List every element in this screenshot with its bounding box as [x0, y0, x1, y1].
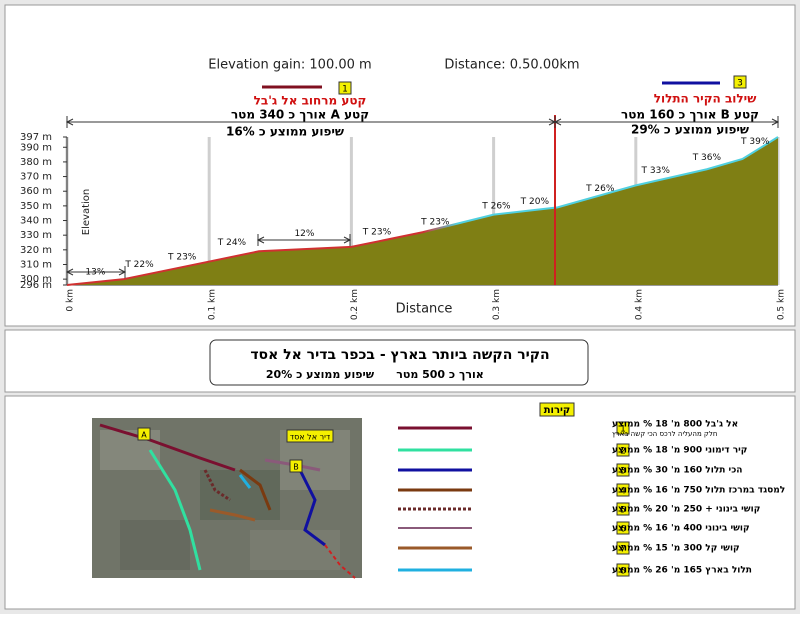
legend-badge	[616, 483, 630, 497]
segment-badge	[338, 81, 352, 95]
map-label: A	[141, 431, 147, 440]
legend-badge-num: 1	[620, 425, 626, 435]
y-tick-label: 340 m	[20, 216, 52, 227]
y-tick-label: 370 m	[20, 172, 52, 183]
slope-annotation: T 24%	[217, 238, 247, 248]
banner-title: הקיר הקשה ביותר בארץ - בכפר בדיר אל אסד	[250, 347, 549, 363]
x-tick-label: 0.4 km	[634, 289, 644, 320]
chart-subtitle: Distance: 0.50.00km	[444, 58, 579, 73]
banner-length: אורך כ 500 מטר	[396, 368, 484, 381]
legend-text: למסגד במרכז תלול 750 מ' 16 % ממוצע	[612, 486, 785, 496]
legend-badge-num: 6	[620, 525, 626, 535]
x-tick-label: 0.2 km	[350, 289, 360, 320]
legend-text: הכי תלול 160 מ' 30 % ממוצע	[612, 466, 742, 476]
slope-annotation: 13%	[85, 267, 105, 277]
banner-slope: שיפוע ממוצע כ 20%	[266, 368, 375, 381]
y-axis-label: Elevation	[81, 189, 92, 235]
legend-text: תלול בארץ 165 מ' 26 % ממוצע	[612, 566, 752, 576]
slope-annotation: T 39%	[740, 137, 770, 147]
legend-text: קושי בינוני 400 מ' 16 % ממוצע	[612, 524, 750, 534]
area	[67, 137, 778, 285]
segment-badge	[733, 75, 747, 89]
legend-badge	[616, 521, 630, 535]
map-route	[209, 508, 256, 522]
x-axis-label: Distance	[396, 302, 453, 317]
segment-slope: שיפוע ממוצע כ 16%	[226, 125, 344, 139]
legend-text: קושי בינוני + 250 מ' 20 % ממוצע	[612, 505, 760, 515]
banner-box	[209, 339, 589, 386]
slope-annotation: 12%	[294, 229, 314, 239]
slope-annotation: T 26%	[481, 201, 511, 211]
map-label-box	[286, 429, 334, 443]
y-tick-label: 320 m	[20, 245, 52, 256]
y-tick-label: 397 m	[20, 132, 52, 143]
segment-name: קטע מרחוב אל ג'בל	[254, 94, 367, 108]
legend-badge	[616, 421, 630, 435]
legend-badge-num: 4	[620, 487, 626, 497]
legend-badge-num: 7	[620, 545, 626, 555]
map-route	[298, 469, 326, 547]
segment-badge-num: 3	[737, 79, 743, 89]
y-tick-label: 330 m	[20, 230, 52, 241]
map-patch	[250, 530, 340, 570]
legend-title-box	[539, 402, 575, 417]
legend-text: קיר דימוני 900 מ' 18 % ממוצע	[612, 446, 747, 456]
legend-text: אל ג'בל 800 מ' 18 % ממוצע	[612, 420, 738, 430]
legend-note: חלק מהעליה לרכס הכי קשה בארץ	[612, 430, 717, 438]
legend-text: קושי קל 300 מ' 15 % ממוצע	[612, 544, 740, 554]
slope-annotation: T 33%	[641, 166, 671, 176]
profile-line	[66, 136, 779, 286]
legend-badge	[616, 563, 630, 577]
legend-badge-num: 3	[620, 467, 626, 477]
slope-annotation: T 23%	[362, 228, 392, 238]
map-patch	[200, 470, 280, 520]
legend-badge-num: 2	[620, 447, 626, 457]
map-route	[239, 468, 272, 511]
map-route	[203, 469, 231, 502]
y-tick-label: 390 m	[20, 142, 52, 153]
legend-badge	[616, 502, 630, 516]
slope-annotation: T 23%	[167, 253, 197, 263]
legend-badge	[616, 541, 630, 555]
slope-annotation: T 22%	[124, 260, 154, 270]
segment-badge-num: 1	[342, 85, 348, 95]
slope-annotation: T 23%	[420, 217, 450, 227]
map-route	[324, 544, 356, 579]
segment-length: קטע A אורך כ 340 מטר	[231, 108, 369, 122]
legend-title: קירות	[544, 405, 571, 416]
legend-badge	[616, 463, 630, 477]
x-tick-label: 0.5 km	[777, 289, 787, 320]
y-tick-label: 360 m	[20, 186, 52, 197]
x-tick-label: 0.3 km	[492, 289, 502, 320]
map-patch	[120, 520, 190, 570]
x-tick-label: 0.1 km	[208, 289, 218, 320]
legend-badge-num: 5	[620, 506, 626, 516]
legend-badge-num: 8	[620, 567, 626, 577]
map-route	[99, 423, 236, 472]
segment-name: שילוב הקיר התלול	[654, 92, 757, 106]
y-tick-label: 350 m	[20, 201, 52, 212]
y-tick-label: 380 m	[20, 157, 52, 168]
map-label: דיר אל אסד	[290, 433, 331, 442]
slope-annotation: T 36%	[692, 153, 722, 163]
y-tick-label: 310 m	[20, 259, 52, 270]
y-tick-label: 296 m	[20, 280, 52, 291]
map-label-box	[289, 459, 303, 473]
x-tick-label: 0 km	[66, 289, 76, 312]
segment-slope: שיפוע ממוצע כ 29%	[631, 123, 749, 137]
legend-badge	[616, 443, 630, 457]
segment-length: קטע B אורך כ 160 מטר	[621, 108, 759, 122]
chart-title: Elevation gain: 100.00 m	[208, 58, 371, 73]
slope-annotation: T 20%	[520, 197, 550, 207]
map-route	[148, 449, 202, 571]
map-label: B	[293, 463, 299, 472]
map-label-box	[137, 427, 151, 441]
y-tick-label: 300 m	[20, 274, 52, 285]
slope-annotation: T 26%	[585, 184, 615, 194]
map-route	[238, 474, 252, 489]
